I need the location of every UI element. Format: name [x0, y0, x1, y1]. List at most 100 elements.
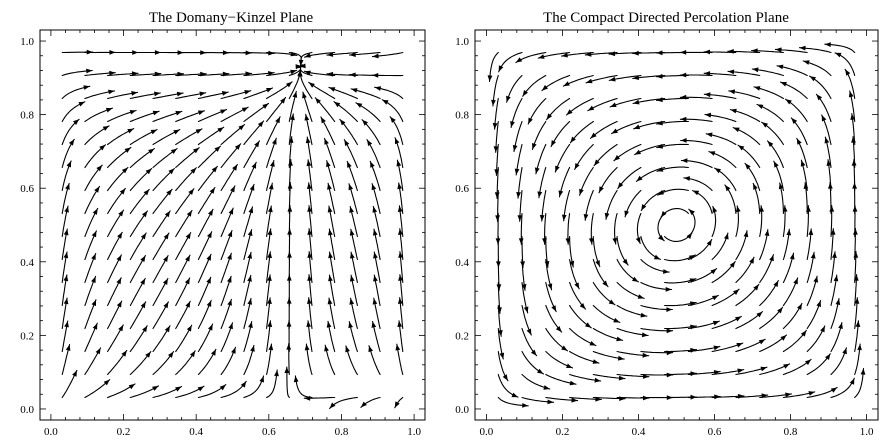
streamline-arrowhead — [680, 72, 687, 78]
streamline-arrowhead — [706, 132, 713, 138]
streamline-arrowhead — [845, 69, 851, 76]
streamline-arrowhead — [738, 145, 745, 151]
streamline-arrowhead — [498, 65, 504, 72]
streamline-arrowhead — [350, 252, 355, 259]
streamline-arrowhead — [228, 322, 233, 330]
streamline-arrowhead — [227, 253, 232, 260]
streamline-arrowhead — [737, 393, 744, 399]
streamline-arrowhead — [789, 253, 795, 260]
streamline-arrowhead — [624, 210, 629, 217]
streamline-arrowhead — [274, 370, 279, 377]
streamline-arrowhead — [373, 275, 378, 282]
streamline-arrowhead — [244, 90, 251, 95]
streamline-arrowhead — [83, 85, 90, 90]
streamline-arrowhead — [247, 298, 253, 305]
streamline-arrowhead — [145, 168, 152, 175]
streamline-arrowhead — [714, 168, 721, 174]
streamline-arrowhead — [103, 379, 110, 386]
y-tick-label: 1.0 — [20, 36, 34, 48]
streamline-arrowhead — [775, 47, 782, 53]
streamline-arrowhead — [749, 257, 754, 264]
streamline-arrowhead — [302, 92, 307, 99]
streamline-arrowhead — [830, 387, 838, 393]
streamline-arrowhead — [832, 251, 837, 258]
streamline-arrowhead — [773, 161, 779, 168]
streamline-arrowhead — [166, 189, 173, 196]
streamline-arrowhead — [140, 278, 146, 285]
streamline-arrowhead — [825, 353, 831, 360]
streamline-arrowhead — [190, 167, 197, 174]
streamline-arrowhead — [270, 160, 275, 167]
streamline-arrowhead — [374, 86, 382, 91]
streamline-arrowhead — [592, 359, 599, 364]
streamline-arrowhead — [78, 101, 85, 107]
streamline-arrowhead — [307, 274, 312, 281]
streamline-arrowhead — [306, 182, 312, 189]
streamline-arrowhead — [712, 320, 720, 326]
streamline-arrowhead — [360, 401, 367, 408]
streamline-arrowhead — [176, 91, 184, 97]
streamline-arrowhead — [247, 252, 252, 259]
streamline-arrowhead — [754, 86, 761, 91]
streamline-arrowhead — [494, 192, 500, 199]
streamline-arrowhead — [656, 120, 663, 126]
streamline-arrowhead — [154, 91, 161, 97]
streamline-arrowhead — [221, 91, 229, 96]
streamline-arrowhead — [398, 228, 403, 235]
streamline-arrowhead — [791, 117, 798, 124]
streamline-arrowhead — [272, 138, 277, 145]
streamline-arrowhead — [499, 352, 505, 359]
streamline-arrowhead — [730, 108, 737, 114]
streamline-arrowhead — [523, 306, 529, 313]
streamline-arrowhead — [86, 68, 93, 74]
streamline-arrowhead — [704, 71, 711, 76]
streamline-arrowhead — [680, 94, 687, 100]
streamline-arrowhead — [751, 48, 758, 54]
streamline-arrowhead — [758, 339, 766, 345]
streamline-arrowhead — [518, 238, 524, 245]
y-tick-label: 0.6 — [455, 183, 469, 195]
streamline-arrowhead — [64, 321, 69, 328]
streamline-arrowhead — [327, 206, 333, 213]
streamline-arrowhead — [351, 88, 358, 93]
streamline-arrowhead — [835, 298, 841, 305]
streamline-arrowhead — [195, 128, 202, 134]
streamline-arrowhead — [329, 402, 336, 409]
streamline-arrowhead — [757, 104, 764, 109]
streamline-arrowhead — [704, 112, 712, 118]
streamline-arrowhead — [634, 149, 641, 155]
streamline-arrowhead — [777, 307, 783, 314]
streamline-arrowhead — [290, 69, 297, 75]
streamline-arrowhead — [234, 143, 241, 150]
streamline-arrowhead — [579, 188, 584, 196]
streamline-arrowhead — [767, 140, 774, 147]
streamline-arrowhead — [142, 325, 148, 333]
streamline-arrowhead — [777, 64, 784, 70]
streamline-arrowhead — [395, 137, 400, 145]
streamline — [498, 51, 523, 73]
streamline-arrowhead — [657, 190, 665, 196]
streamline-arrowhead — [267, 228, 273, 236]
streamline-arrowhead — [569, 260, 575, 268]
streamline-arrowhead — [304, 52, 311, 58]
streamline-arrowhead — [566, 109, 573, 115]
streamline-arrowhead — [613, 155, 620, 161]
streamline-arrowhead — [91, 230, 97, 238]
streamline-arrowhead — [537, 368, 544, 374]
y-tick-label: 0.4 — [20, 257, 34, 269]
streamline-arrowhead — [65, 183, 70, 190]
streamline-arrowhead — [520, 261, 525, 268]
streamline-arrowhead — [633, 124, 641, 130]
streamline-arrowhead — [63, 274, 69, 282]
streamline-arrowhead — [541, 84, 548, 91]
streamline-arrowhead — [394, 401, 400, 408]
streamline-arrowhead — [543, 385, 550, 390]
streamline-arrowhead — [487, 75, 493, 82]
streamline-arrowhead — [816, 300, 821, 307]
streamline-arrowhead — [530, 349, 537, 356]
streamline-arrowhead — [348, 183, 354, 191]
streamline-arrowhead — [286, 81, 293, 88]
chart-title: The Compact Directed Percolation Plane — [543, 10, 789, 26]
streamline-arrowhead — [493, 146, 499, 153]
streamline-arrowhead — [163, 301, 169, 309]
